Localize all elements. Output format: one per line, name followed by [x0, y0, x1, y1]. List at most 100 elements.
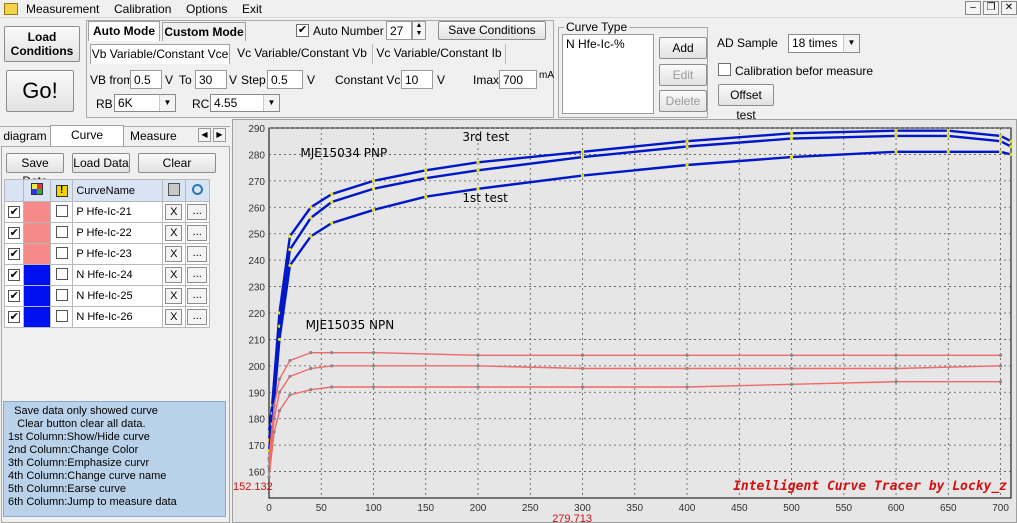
step-input[interactable]: 0.5 [267, 70, 303, 89]
data-point [580, 173, 585, 178]
erase-curve-button[interactable]: X [165, 267, 183, 283]
tab-custom-mode[interactable]: Custom Mode [162, 22, 246, 41]
jump-to-data-button[interactable]: ... [187, 267, 208, 283]
emphasize-checkbox[interactable] [49, 306, 74, 328]
save-data-button[interactable]: Save Data [6, 153, 64, 188]
data-point [330, 364, 334, 368]
add-button[interactable]: Add [659, 37, 707, 59]
erase-curve-button[interactable]: X [165, 204, 183, 220]
edit-button[interactable]: Edit [659, 64, 707, 86]
jump-to-data-button[interactable]: ... [187, 288, 208, 304]
curve-type-list[interactable]: N Hfe-Ic-% [562, 34, 654, 114]
imax-input[interactable]: 700 [499, 70, 537, 89]
constant-vce-input[interactable]: 10 [401, 70, 433, 89]
to-unit: V [229, 73, 238, 87]
emphasize-checkbox[interactable] [49, 201, 74, 223]
jump-to-data-button[interactable]: ... [187, 246, 208, 262]
rc-select[interactable]: 4.55 ▼ [210, 94, 280, 112]
tab-scroll-left-icon[interactable]: ◀ [198, 128, 211, 142]
y-tick-label: 270 [248, 177, 265, 188]
show-curve-checkbox[interactable]: ✔ [3, 264, 25, 286]
hfe-chart[interactable]: 0 50 100 150 200 250 300 350 400 450 500 550 600 650 7… [233, 120, 1017, 523]
offset-test-button[interactable]: Offset test [718, 84, 774, 122]
load-data-button[interactable]: Load Data [72, 153, 130, 173]
vb-from-label: VB from [90, 73, 134, 87]
show-curve-checkbox[interactable]: ✔ [3, 306, 25, 328]
curve-name-cell[interactable]: P Hfe-Ic-22 [72, 222, 164, 244]
data-point [946, 150, 950, 154]
curve-color-swatch[interactable] [23, 306, 51, 328]
tab-vc-variable-vb[interactable]: Vc Variable/Constant Vb [236, 44, 368, 64]
clear-button[interactable]: Clear [138, 153, 216, 173]
erase-curve-button[interactable]: X [165, 309, 183, 325]
data-point [476, 168, 480, 172]
help-line: Save data only showed curve [8, 405, 158, 417]
erase-curve-button[interactable]: X [165, 246, 183, 262]
menu-calibration[interactable]: Calibration [114, 2, 172, 16]
jump-to-data-button[interactable]: ... [187, 204, 208, 220]
emphasize-checkbox[interactable] [49, 243, 74, 265]
to-input[interactable]: 30 [195, 70, 227, 89]
minimize-icon[interactable]: – [965, 1, 981, 15]
data-point [309, 216, 313, 220]
vb-from-input[interactable]: 0.5 [130, 70, 162, 89]
menu-exit[interactable]: Exit [242, 2, 263, 16]
tab-vb-variable[interactable]: Vb Variable/Constant Vce [90, 44, 230, 64]
help-line: 2nd Column:Change Color [8, 444, 139, 456]
curve-name-cell[interactable]: N Hfe-Ic-26 [72, 306, 164, 328]
tab-scroll-right-icon[interactable]: ▶ [213, 128, 226, 142]
ad-sample-select[interactable]: 18 times ▼ [788, 34, 860, 53]
auto-number-checkbox[interactable]: ✔ [296, 24, 309, 37]
curve-color-swatch[interactable] [23, 201, 51, 223]
spinner-icon[interactable]: ▲ ▼ [412, 21, 426, 40]
show-curve-checkbox[interactable]: ✔ [3, 201, 25, 223]
curve-type-item[interactable]: N Hfe-Ic-% [566, 37, 625, 51]
tab-diagram[interactable]: diagram [2, 127, 48, 146]
menu-measurement[interactable]: Measurement [26, 2, 100, 16]
curve-name-cell[interactable]: N Hfe-Ic-24 [72, 264, 164, 286]
data-point [371, 364, 376, 368]
curve-name-cell[interactable]: P Hfe-Ic-21 [72, 201, 164, 223]
data-point [946, 134, 950, 138]
y-tick-label: 160 [248, 468, 265, 479]
tab-auto-mode[interactable]: Auto Mode [88, 21, 160, 41]
auto-number-input[interactable]: 27 [386, 21, 412, 40]
x-tick-label: 350 [626, 503, 643, 514]
curve-color-swatch[interactable] [23, 243, 51, 265]
restore-icon[interactable]: ❐ [983, 1, 999, 15]
save-conditions-button[interactable]: Save Conditions [438, 21, 546, 40]
tab-measure-data[interactable]: Measure Data [126, 127, 200, 146]
emphasize-checkbox[interactable] [49, 222, 74, 244]
delete-button[interactable]: Delete [659, 90, 707, 112]
emphasize-checkbox[interactable] [49, 264, 74, 286]
curve-color-swatch[interactable] [23, 285, 51, 307]
curve-color-swatch[interactable] [23, 222, 51, 244]
jump-to-data-button[interactable]: ... [187, 309, 208, 325]
erase-curve-button[interactable]: X [165, 288, 183, 304]
tab-vc-variable-ib[interactable]: Vc Variable/Constant Ib [372, 44, 506, 64]
help-line: 6th Column:Jump to measure data [8, 496, 177, 508]
rb-select[interactable]: 6K ▼ [114, 94, 176, 112]
data-point [288, 234, 292, 238]
data-point [371, 187, 376, 191]
data-point [371, 179, 376, 183]
tab-curve-control[interactable]: Curve Control [50, 125, 124, 160]
data-point [789, 353, 794, 357]
calibration-checkbox[interactable] [718, 63, 731, 76]
data-point [424, 176, 428, 180]
curve-color-swatch[interactable] [23, 264, 51, 286]
show-curve-checkbox[interactable]: ✔ [3, 222, 25, 244]
curve-type-title: Curve Type [564, 20, 630, 34]
show-curve-checkbox[interactable]: ✔ [3, 285, 25, 307]
x-tick-label: 0 [266, 503, 272, 514]
curve-name-cell[interactable]: P Hfe-Ic-23 [72, 243, 164, 265]
show-curve-checkbox[interactable]: ✔ [3, 243, 25, 265]
erase-curve-button[interactable]: X [165, 225, 183, 241]
close-icon[interactable]: ✕ [1001, 1, 1017, 15]
go-button[interactable]: Go! [6, 70, 74, 112]
emphasize-checkbox[interactable] [49, 285, 74, 307]
menu-options[interactable]: Options [186, 2, 228, 16]
curve-name-cell[interactable]: N Hfe-Ic-25 [72, 285, 164, 307]
load-conditions-button[interactable]: Load Conditions [4, 26, 80, 62]
jump-to-data-button[interactable]: ... [187, 225, 208, 241]
